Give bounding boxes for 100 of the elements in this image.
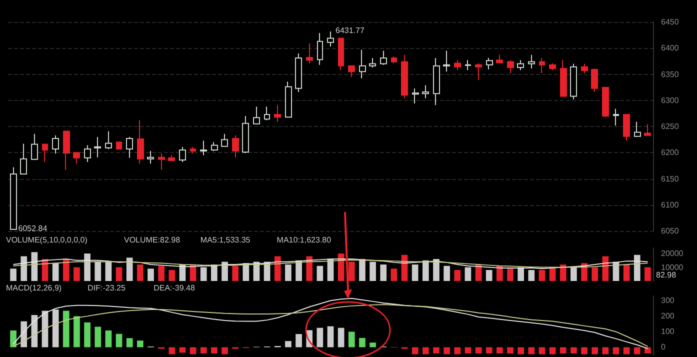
y-tick-label: 0 — [661, 342, 666, 352]
candlestick — [570, 63, 577, 100]
bar — [168, 347, 176, 354]
candlestick — [84, 144, 91, 163]
text: MA10:1,623.80 — [276, 236, 332, 244]
bar — [538, 347, 546, 354]
bar — [105, 330, 112, 348]
bar — [94, 326, 102, 348]
candlestick — [317, 32, 323, 66]
candlestick — [591, 68, 598, 93]
candlestick — [20, 143, 27, 175]
bar — [338, 328, 344, 348]
text: VOLUME(5,10,0,0,0,0) — [6, 236, 88, 244]
bar — [84, 322, 90, 348]
bar — [126, 258, 133, 281]
candlestick — [401, 54, 408, 99]
bar — [433, 259, 440, 281]
bar — [422, 347, 429, 354]
bar — [412, 347, 418, 354]
candlestick — [549, 62, 556, 71]
bar — [116, 334, 122, 348]
candlestick — [560, 60, 567, 98]
bar — [433, 347, 440, 354]
y-tick-label: 20000 — [661, 249, 684, 258]
bar — [348, 332, 355, 348]
candlestick — [42, 144, 48, 163]
candlestick — [602, 86, 609, 118]
candlestick — [422, 84, 429, 99]
y-tick-label: 10000 — [661, 262, 684, 272]
candlestick — [52, 134, 59, 154]
y-tick-label: 6100 — [661, 200, 680, 210]
candlestick — [274, 104, 281, 122]
candlestick — [31, 133, 38, 160]
bar — [10, 330, 16, 348]
bar — [52, 263, 59, 281]
bar — [52, 310, 59, 348]
bar — [454, 347, 461, 354]
bar — [496, 266, 503, 281]
bar — [296, 334, 302, 348]
candlestick — [465, 60, 471, 71]
bar — [623, 347, 630, 354]
y-tick-label: 6300 — [661, 96, 680, 105]
bar — [549, 347, 556, 354]
bar — [518, 267, 524, 281]
candlestick — [412, 88, 419, 104]
y-tick-label: 6250 — [661, 122, 680, 131]
bar — [105, 262, 112, 281]
candlestick — [63, 130, 70, 170]
text: DIF:-23.25 — [88, 284, 126, 292]
bar — [285, 264, 292, 281]
bar — [296, 260, 302, 281]
candlestick — [581, 63, 588, 74]
bar — [168, 270, 176, 281]
y-tick-label: 200 — [661, 312, 675, 321]
bar — [370, 342, 376, 348]
text: VOLUME:82.98 — [124, 236, 181, 244]
text: 82.98 — [656, 270, 677, 280]
candlestick — [221, 133, 228, 148]
candlestick — [486, 58, 493, 70]
bar — [390, 268, 398, 281]
bar — [507, 347, 514, 354]
candlestick — [105, 130, 112, 150]
annotation: 6431.77 — [336, 26, 365, 36]
bar — [602, 256, 609, 281]
bar — [560, 264, 566, 281]
bar — [179, 347, 186, 353]
bar — [359, 338, 366, 348]
y-tick-label: 300 — [661, 296, 675, 306]
y-tick-label: 6350 — [661, 70, 680, 79]
candlestick — [94, 136, 101, 158]
bar — [94, 262, 102, 281]
candlestick — [10, 166, 17, 230]
y-tick-label: 6150 — [661, 174, 680, 184]
bar — [444, 347, 450, 354]
bar — [327, 326, 334, 348]
candlestick — [306, 42, 313, 64]
candlestick — [200, 140, 207, 156]
candlestick — [211, 142, 218, 152]
bar — [507, 268, 514, 281]
bar — [581, 347, 588, 354]
bar — [84, 254, 90, 281]
bar — [74, 267, 80, 281]
candlestick — [517, 60, 524, 71]
y-tick-label: 6200 — [661, 148, 680, 158]
candlestick — [507, 60, 514, 74]
candlestick — [359, 49, 366, 79]
bar — [528, 270, 535, 281]
candlestick — [380, 50, 387, 66]
bar — [316, 328, 324, 348]
bar — [570, 267, 577, 281]
text: MA5:1,533.35 — [200, 236, 251, 244]
bar — [211, 347, 218, 354]
candlestick — [253, 106, 260, 124]
bar — [634, 347, 640, 354]
bar — [274, 256, 281, 281]
bar — [74, 316, 80, 348]
bar — [222, 347, 228, 354]
bar — [370, 262, 376, 281]
candlestick — [190, 146, 196, 154]
candlestick — [475, 62, 482, 80]
